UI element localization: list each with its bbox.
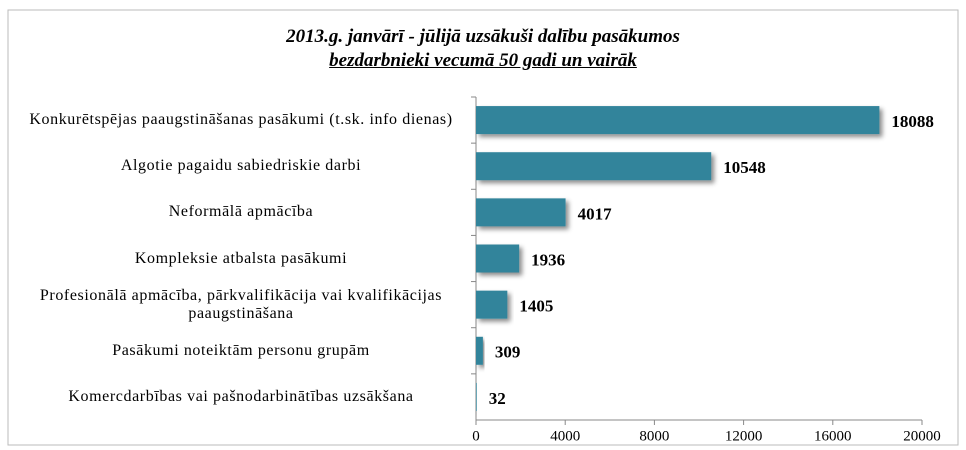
- x-tick-label: 16000: [814, 428, 852, 444]
- bar: [476, 106, 880, 135]
- frame: [7, 9, 959, 446]
- y-tick-label: Algotie pagaidu sabiedriskie darbi: [120, 157, 362, 175]
- bar: [476, 336, 483, 365]
- x-tick-label: 0: [472, 428, 480, 444]
- value-label: 32: [489, 389, 506, 408]
- value-label: 18088: [891, 112, 934, 131]
- y-tick-label: Kompleksie atbalsta pasākumi: [134, 249, 348, 267]
- y-tick-label: Pasākumi noteiktām personu grupām: [112, 341, 370, 359]
- value-label: 10548: [723, 158, 766, 177]
- bar: [476, 244, 520, 273]
- y-tick-label: Neformālā apmācība: [168, 203, 314, 221]
- y-tick-label: Profesionālā apmācība, pārkvalifikācija …: [39, 286, 443, 322]
- y-tick-label: Komercdarbības vai pašnodarbinātības uzs…: [68, 387, 414, 405]
- bar: [476, 198, 566, 227]
- x-tick-label: 12000: [725, 428, 763, 444]
- value-label: 1405: [519, 297, 553, 316]
- value-label: 1936: [531, 250, 565, 269]
- bar: [476, 290, 508, 319]
- x-tick-label: 20000: [903, 428, 941, 444]
- bar: [476, 152, 712, 181]
- chart-subtitle: bezdarbnieki vecumā 50 gadi un vairāk: [329, 50, 637, 71]
- chart-title: 2013.g. janvārī - jūlijā uzsākuši dalību…: [286, 26, 680, 47]
- bar: [476, 382, 477, 411]
- y-tick-label: Konkurētspējas paaugstināšanas pasākumi …: [29, 111, 453, 129]
- value-label: 309: [495, 343, 521, 362]
- x-tick-label: 4000: [550, 428, 580, 444]
- value-label: 4017: [578, 204, 613, 223]
- x-tick-label: 8000: [639, 428, 669, 444]
